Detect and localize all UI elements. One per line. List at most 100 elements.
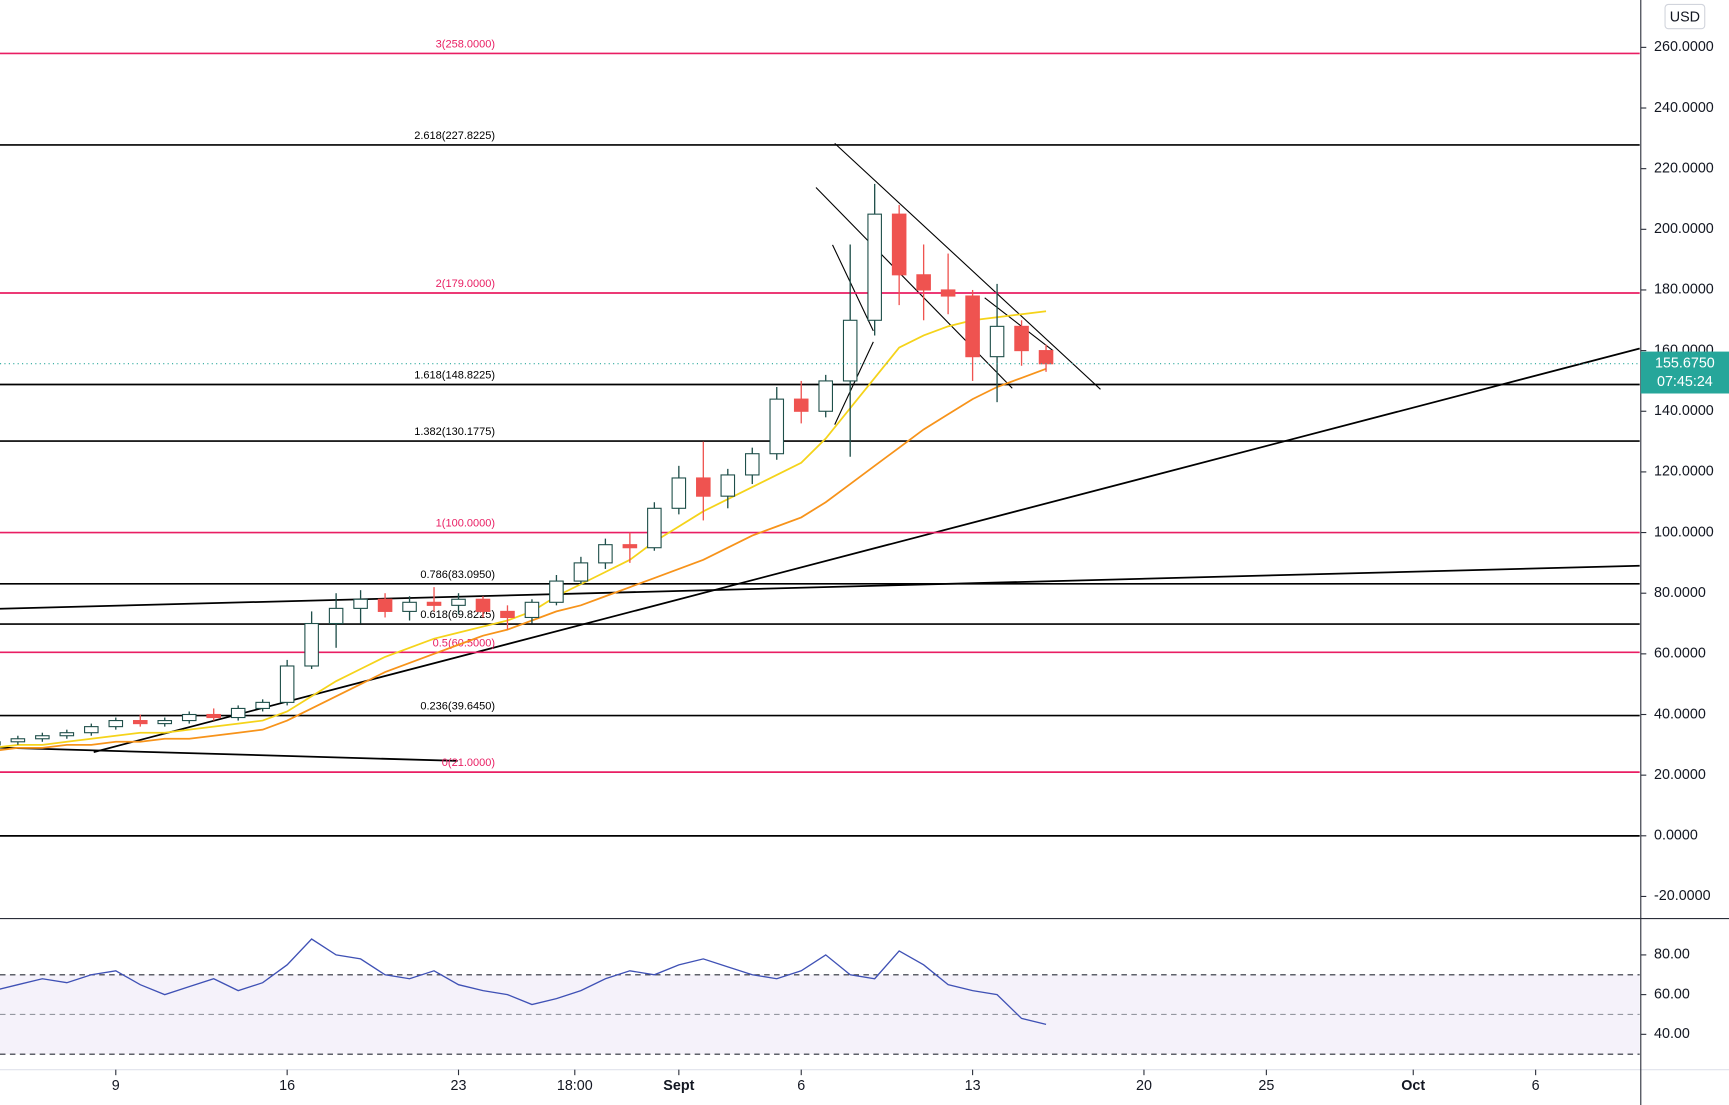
candle-body	[842, 319, 858, 382]
moving-average	[0, 310, 1047, 748]
y-tick-label: 60.00	[1654, 986, 1690, 1002]
currency-box	[1664, 3, 1706, 30]
candle-body	[475, 598, 491, 612]
rsi-line	[0, 938, 1047, 1026]
y-tick-label: 220.0000	[1654, 160, 1714, 176]
candle-body	[720, 474, 736, 497]
x-tick-label: 6	[1532, 1078, 1540, 1094]
candle-body	[255, 701, 270, 709]
currency-label: USD	[1670, 9, 1700, 25]
trend-line	[834, 341, 874, 425]
candle-body	[524, 601, 540, 619]
candle-body	[598, 544, 613, 564]
x-tick-label: 16	[279, 1078, 295, 1094]
candle-body	[206, 713, 221, 719]
fib-label: 1.618(148.8225)	[414, 370, 495, 382]
trend-line	[0, 746, 458, 762]
candle-body	[35, 735, 50, 740]
x-tick-label: 23	[451, 1078, 467, 1094]
fib-label: 2(179.0000)	[436, 278, 495, 290]
x-tick-label: 9	[112, 1078, 120, 1094]
candle-body	[793, 398, 809, 412]
fib-label: 1.382(130.1775)	[414, 426, 495, 438]
candle-body	[353, 598, 368, 609]
candle-body	[916, 274, 931, 291]
fib-label: 3(258.0000)	[436, 39, 495, 51]
candle-body	[818, 380, 834, 412]
trend-line	[834, 143, 1101, 390]
trend-line	[984, 297, 1054, 352]
x-tick-label: 25	[1258, 1078, 1274, 1094]
candle-body	[451, 598, 466, 606]
x-tick-label: 20	[1136, 1078, 1152, 1094]
candle-body	[891, 213, 907, 276]
y-tick-label: 80.00	[1654, 947, 1690, 963]
candle-body	[622, 544, 638, 549]
x-tick-label: Sept	[663, 1078, 694, 1094]
fib-label: 0.236(39.6450)	[420, 701, 495, 713]
x-tick-label: 18:00	[557, 1078, 593, 1094]
candle-body	[181, 713, 197, 722]
candle-body	[965, 295, 980, 358]
candle-body	[989, 325, 1005, 358]
y-tick-label: 40.00	[1654, 1026, 1690, 1042]
y-tick-label: 140.0000	[1654, 403, 1714, 419]
candle-body	[279, 665, 295, 703]
x-tick-label: 13	[965, 1078, 981, 1094]
trend-line	[0, 564, 1640, 610]
candle-body	[769, 398, 785, 455]
candle-body	[84, 726, 99, 734]
candle-body	[549, 580, 564, 603]
trend-line	[93, 347, 1640, 753]
y-tick-label: 180.0000	[1654, 282, 1714, 298]
candle-body	[108, 720, 124, 728]
candle-body	[230, 707, 246, 719]
trend-line	[832, 244, 874, 332]
y-tick-label: 100.0000	[1654, 524, 1714, 540]
y-tick-label: 0.0000	[1654, 828, 1698, 844]
candle-body	[1038, 350, 1054, 365]
moving-average	[0, 367, 1047, 751]
candle-body	[10, 738, 26, 743]
last-price-label: 155.6750	[1655, 356, 1715, 372]
fib-label: 0(21.0000)	[442, 757, 495, 769]
y-tick-label: 40.0000	[1654, 706, 1706, 722]
fib-label: 0.786(83.0950)	[420, 569, 495, 581]
candle-body	[377, 598, 393, 612]
candle-body	[500, 610, 515, 619]
fib-label: 2.618(227.8225)	[414, 130, 495, 142]
y-tick-label: 200.0000	[1654, 221, 1714, 237]
fib-label: 1(100.0000)	[436, 518, 495, 530]
candle-body	[304, 622, 319, 667]
candle-body	[328, 607, 344, 625]
y-tick-label: 80.0000	[1654, 585, 1706, 601]
candle-body	[132, 720, 148, 725]
last-price-box	[1640, 351, 1729, 394]
y-tick-label: 120.0000	[1654, 464, 1714, 480]
candle-body	[426, 601, 442, 606]
countdown-label: 07:45:24	[1657, 374, 1713, 390]
y-tick-label: 240.0000	[1654, 100, 1714, 116]
candle-body	[573, 562, 589, 582]
candle-body	[59, 732, 75, 737]
candle-body	[157, 720, 173, 725]
y-tick-label: -20.0000	[1654, 888, 1711, 904]
trend-lines	[0, 143, 1640, 762]
candle-body	[647, 507, 662, 549]
candle-body	[1014, 325, 1029, 352]
y-tick-label: 60.0000	[1654, 646, 1706, 662]
candle-body	[867, 213, 882, 321]
candle-body	[940, 289, 956, 297]
candle-body	[671, 477, 687, 509]
x-tick-label: 6	[797, 1078, 805, 1094]
candle-body	[744, 453, 760, 476]
candle-body	[696, 477, 711, 497]
fib-label: 0.618(69.8225)	[420, 609, 495, 621]
y-tick-label: 260.0000	[1654, 39, 1714, 55]
y-tick-label: 20.0000	[1654, 767, 1706, 783]
candle-body	[402, 601, 417, 612]
x-tick-label: Oct	[1401, 1078, 1425, 1094]
